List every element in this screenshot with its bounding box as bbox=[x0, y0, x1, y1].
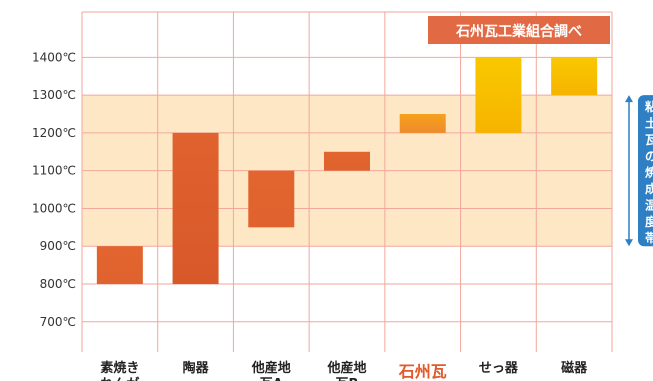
y-tick-label: 1400℃ bbox=[32, 50, 76, 64]
bar bbox=[551, 57, 598, 96]
y-tick-label: 700℃ bbox=[40, 315, 76, 329]
bar bbox=[475, 57, 522, 133]
category-label-line2: れんが bbox=[100, 376, 139, 381]
category-label-line2: 瓦B bbox=[336, 377, 359, 381]
bars bbox=[96, 57, 598, 284]
category-label: 陶器 bbox=[183, 360, 210, 376]
source-note: 石州瓦工業組合調べ bbox=[455, 23, 582, 40]
x-axis-categories: 素焼きれんが陶器他産地瓦A他産地瓦B石州瓦せっ器磁器 bbox=[100, 360, 588, 381]
arrow-down-icon bbox=[625, 239, 633, 247]
category-label-line2: 瓦A bbox=[260, 377, 283, 381]
category-label: 石州瓦 bbox=[398, 362, 447, 381]
bar bbox=[399, 114, 446, 133]
source-box: 石州瓦工業組合調べ bbox=[428, 16, 610, 44]
gridlines bbox=[81, 11, 613, 352]
category-label: せっ器 bbox=[479, 361, 519, 376]
bar bbox=[324, 151, 370, 171]
category-label: 素焼き bbox=[100, 360, 139, 376]
y-tick-label: 1200℃ bbox=[32, 126, 76, 140]
y-axis-ticks: 700℃ 800℃ 900℃ 1000℃ 1100℃ 1200℃ 1300℃ 1400℃ bbox=[32, 50, 76, 328]
y-tick-label: 900℃ bbox=[40, 239, 76, 253]
y-tick-label: 1100℃ bbox=[32, 164, 76, 178]
bar bbox=[248, 170, 295, 228]
arrow-up-icon bbox=[625, 95, 633, 103]
y-tick-label: 1300℃ bbox=[32, 88, 76, 102]
category-label: 他産地 bbox=[251, 360, 291, 376]
bar bbox=[172, 132, 219, 284]
band-marker: 粘土瓦の焼成温度帯 bbox=[625, 95, 653, 247]
category-label: 他産地 bbox=[326, 360, 366, 376]
bar bbox=[96, 246, 143, 284]
band-label: 粘土瓦の焼成温度帯 bbox=[645, 99, 653, 245]
y-tick-label: 1000℃ bbox=[32, 201, 76, 215]
y-tick-label: 800℃ bbox=[40, 277, 76, 291]
category-label: 磁器 bbox=[561, 360, 588, 376]
